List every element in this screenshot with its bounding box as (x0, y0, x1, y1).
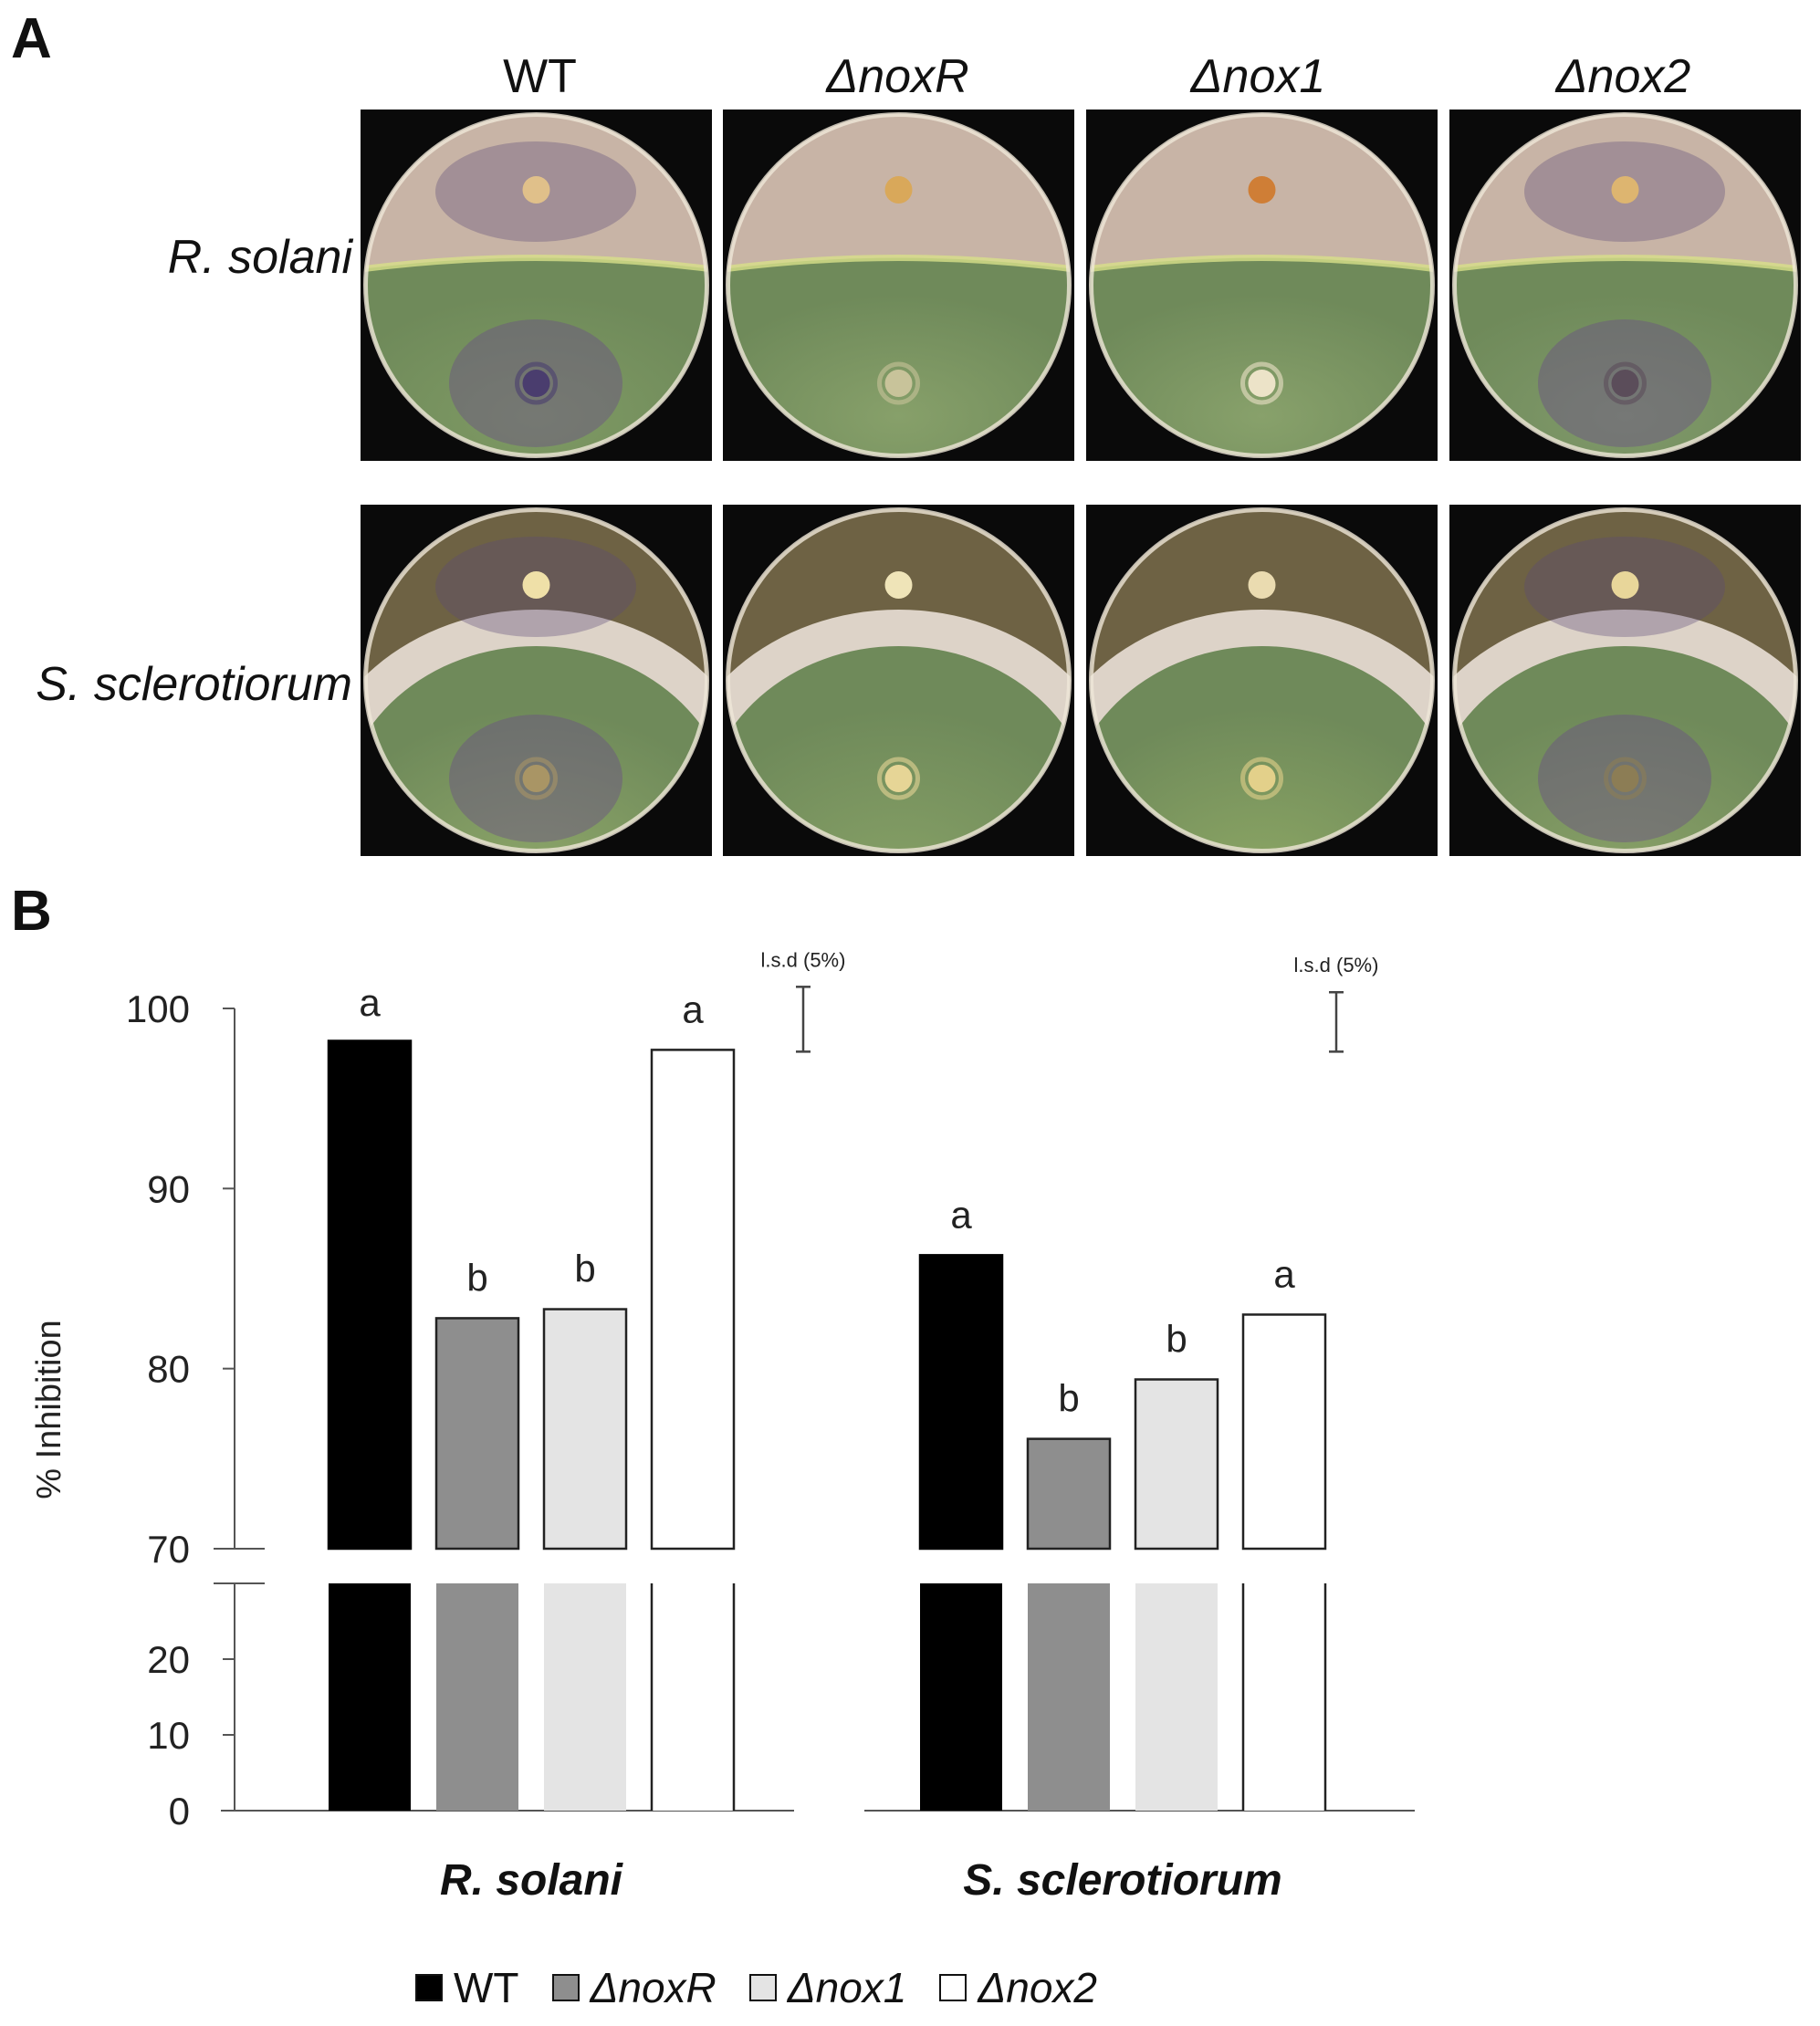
group-label: S. sclerotiorum (963, 1856, 1281, 1905)
bar (542, 1308, 628, 1551)
significance-letter: a (682, 987, 704, 1030)
bar (327, 1039, 413, 1551)
bar-lower-part (329, 1583, 411, 1811)
photo-r-solani-nox2 (1449, 110, 1801, 461)
photo-r-solani-nox1 (1086, 110, 1438, 461)
y-tick-label: 100 (126, 987, 190, 1030)
y-tick-label: 90 (147, 1167, 190, 1210)
y-tick-label: 20 (147, 1638, 190, 1681)
legend-swatch-nox2 (939, 1974, 968, 2001)
significance-letter: a (950, 1193, 972, 1236)
significance-letter: b (1166, 1318, 1187, 1361)
bar (650, 1049, 736, 1551)
significance-letter: b (466, 1256, 487, 1299)
bar-lower-part (652, 1583, 734, 1811)
column-header-nox1: Δnox1 (1190, 50, 1326, 103)
significance-letter: b (1058, 1377, 1079, 1420)
bar (1241, 1313, 1327, 1551)
bar-lower-part (544, 1583, 626, 1811)
lsd-label: l.s.d (5%) (1294, 954, 1379, 976)
photo-s-sclerotiorum-wt (361, 505, 712, 856)
y-axis-label: % Inhibition (30, 1320, 68, 1499)
legend-item-nox1: Δnox1 (748, 1963, 907, 2012)
photo-s-sclerotiorum-noxr (723, 505, 1074, 856)
y-tick-label: 80 (147, 1348, 190, 1391)
bar (1026, 1437, 1112, 1551)
photo-s-sclerotiorum-nox2 (1449, 505, 1801, 856)
y-tick-label: 0 (169, 1790, 190, 1833)
panel-b-letter: B (11, 880, 52, 943)
bar-lower-part (1028, 1583, 1110, 1811)
lsd-label: l.s.d (5%) (761, 948, 846, 971)
legend-swatch-nox1 (748, 1974, 777, 2001)
column-header-nox2: Δnox2 (1555, 50, 1691, 103)
photo-r-solani-noxr (723, 110, 1074, 461)
legend-item-noxr: ΔnoxR (551, 1963, 716, 2012)
photo-r-solani-wt (361, 110, 712, 461)
legend-item-nox2: Δnox2 (939, 1963, 1097, 2012)
group-label: R. solani (440, 1856, 624, 1905)
legend: WT ΔnoxR Δnox1 Δnox2 (415, 1960, 1130, 2015)
photo-s-sclerotiorum-nox1 (1086, 505, 1438, 856)
bar (434, 1317, 520, 1551)
legend-label-wt: WT (454, 1964, 519, 2011)
legend-label-noxr: ΔnoxR (590, 1964, 716, 2011)
significance-letter: b (574, 1248, 595, 1290)
significance-letter: a (1273, 1252, 1295, 1295)
y-tick-label: 70 (147, 1528, 190, 1571)
column-header-noxr: ΔnoxR (826, 50, 969, 103)
y-tick-label: 10 (147, 1714, 190, 1757)
row-header-s-sclerotiorum: S. sclerotiorum (36, 658, 352, 711)
inhibition-bar-chart: 70 80 90 100 0 10 20 % Inhibition b b a R. solani a b… (30, 948, 1415, 1905)
legend-swatch-wt (415, 1974, 443, 2001)
panel-a-letter: A (11, 7, 52, 70)
legend-swatch-noxr (551, 1974, 580, 2001)
bar (918, 1254, 1004, 1551)
bar (1134, 1378, 1219, 1551)
bar-lower-part (1243, 1583, 1325, 1811)
bar-lower-part (436, 1583, 518, 1811)
significance-letter: a (359, 981, 381, 1024)
bar-lower-part (920, 1583, 1002, 1811)
row-header-r-solani: R. solani (167, 231, 352, 284)
legend-item-wt: WT (415, 1963, 519, 2012)
column-header-wt: WT (503, 50, 577, 103)
bar-lower-part (1135, 1583, 1218, 1811)
legend-label-nox1: Δnox1 (787, 1964, 907, 2011)
legend-label-nox2: Δnox2 (978, 1964, 1098, 2011)
